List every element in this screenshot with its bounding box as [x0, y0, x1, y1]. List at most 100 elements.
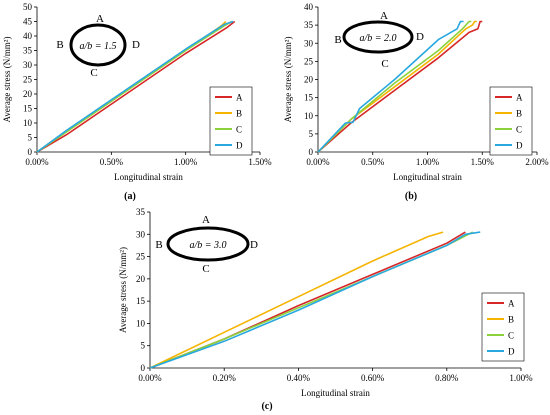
y-tick-label: 0 — [309, 147, 314, 157]
chart-panel-a: 0 5 10 15 20 25 30 35 40 45 50 0.00% 0.50% 1.00% 1.50%… — [2, 2, 272, 202]
y-tick-label: 10 — [136, 318, 146, 328]
specimen-ellipse — [69, 23, 127, 67]
legend-label-c: C — [516, 125, 522, 135]
x-tick-label: 0.00% — [25, 157, 49, 167]
y-tick-label: 40 — [23, 31, 33, 41]
inset-label-top: A — [96, 13, 104, 25]
legend-box — [209, 86, 253, 156]
series-line-a — [149, 231, 466, 369]
legend-label-b: B — [508, 315, 514, 325]
legend-label-b: B — [516, 109, 522, 119]
panel-label: (c) — [261, 401, 272, 412]
y-axis-label: Average stress (N/mm²) — [283, 36, 293, 122]
y-tick-label: 40 — [304, 2, 314, 12]
series-line-d — [149, 231, 481, 369]
x-axis-label: Longitudinal strain — [301, 388, 370, 398]
x-tick-label: 2.00% — [525, 157, 549, 167]
aspect-ratio-label: a/b = 1.5 — [79, 41, 116, 52]
legend-box — [489, 86, 533, 156]
y-tick-label: 50 — [23, 2, 33, 12]
legend-label-d: D — [236, 141, 243, 151]
panel-label: (a) — [124, 191, 136, 202]
y-tick-label: 25 — [136, 252, 146, 262]
x-tick-label: 0.60% — [361, 373, 385, 383]
y-tick-label: 15 — [304, 93, 314, 103]
series-line-c — [317, 20, 472, 153]
inset-label-top: A — [380, 10, 388, 22]
y-tick-label: 35 — [23, 46, 33, 56]
x-tick-label: 0.00% — [306, 157, 330, 167]
y-tick-label: 5 — [28, 133, 33, 143]
legend-label-c: C — [236, 125, 242, 135]
legend-label-b: B — [236, 109, 242, 119]
series-line-a — [317, 20, 483, 153]
x-tick-label: 1.00% — [416, 157, 440, 167]
chart-panel-c: 0 5 10 15 20 25 30 35 0.00% 0.20% 0.40% 0.60% 0.80% 1… — [118, 207, 533, 412]
y-tick-label: 5 — [309, 129, 314, 139]
inset-label-right: D — [250, 239, 258, 251]
legend-label-a: A — [516, 93, 523, 103]
y-tick-label: 10 — [304, 111, 314, 121]
inset-label-bottom: C — [90, 67, 97, 79]
legend-label-a: A — [236, 93, 243, 103]
y-tick-label: 5 — [141, 341, 146, 351]
series-line-c — [36, 20, 233, 153]
y-tick-label: 30 — [23, 60, 33, 70]
y-tick-label: 25 — [23, 75, 33, 85]
series-line-d — [36, 20, 234, 153]
inset-label-left: B — [56, 39, 63, 51]
specimen-ellipse — [166, 226, 250, 262]
series-line-d — [317, 20, 464, 153]
y-tick-label: 25 — [304, 56, 314, 66]
y-tick-label: 30 — [304, 38, 314, 48]
series-line-b — [317, 20, 477, 153]
aspect-ratio-label: a/b = 2.0 — [359, 33, 396, 44]
aspect-ratio-label: a/b = 3.0 — [189, 240, 226, 251]
x-tick-label: 0.50% — [361, 157, 385, 167]
x-tick-label: 0.40% — [287, 373, 311, 383]
x-tick-label: 1.50% — [471, 157, 495, 167]
inset-label-top: A — [202, 214, 210, 226]
panel-label: (b) — [405, 191, 417, 202]
y-axis-label: Average stress (N/mm²) — [2, 36, 12, 122]
x-tick-label: 0.20% — [213, 373, 237, 383]
y-tick-label: 35 — [304, 20, 314, 30]
y-tick-label: 15 — [136, 296, 146, 306]
x-tick-label: 1.50% — [248, 157, 272, 167]
legend-label-d: D — [508, 347, 515, 357]
legend-label-d: D — [516, 141, 523, 151]
inset-label-bottom: C — [202, 263, 209, 275]
y-tick-label: 0 — [28, 147, 33, 157]
legend-label-c: C — [508, 331, 514, 341]
inset-label-left: B — [334, 34, 341, 46]
chart-panel-b: 0 5 10 15 20 25 30 35 40 0.00% 0.50% 1.00% 1.50% 2.00… — [283, 2, 549, 202]
y-tick-label: 30 — [136, 229, 146, 239]
y-tick-label: 15 — [23, 104, 33, 114]
inset-label-right: D — [416, 31, 424, 43]
series-line-a — [36, 20, 236, 153]
series-line-b — [149, 231, 444, 369]
x-tick-label: 1.00% — [509, 373, 533, 383]
x-axis-label: Longitudinal strain — [114, 172, 183, 182]
y-tick-label: 20 — [23, 89, 33, 99]
y-axis-label: Average stress (N/mm²) — [118, 247, 128, 333]
y-tick-label: 0 — [141, 363, 146, 373]
x-tick-label: 1.00% — [174, 157, 198, 167]
inset-label-left: B — [155, 239, 162, 251]
legend-box — [481, 292, 525, 362]
y-tick-label: 35 — [136, 207, 146, 217]
y-tick-label: 10 — [23, 118, 33, 128]
specimen-ellipse — [342, 20, 414, 54]
x-tick-label: 0.80% — [435, 373, 459, 383]
y-tick-label: 20 — [304, 75, 314, 85]
legend-label-a: A — [508, 299, 515, 309]
y-tick-label: 20 — [136, 274, 146, 284]
inset-label-bottom: C — [381, 58, 388, 70]
x-tick-label: 0.50% — [100, 157, 124, 167]
x-tick-label: 0.00% — [138, 373, 162, 383]
inset-label-right: D — [132, 39, 140, 51]
